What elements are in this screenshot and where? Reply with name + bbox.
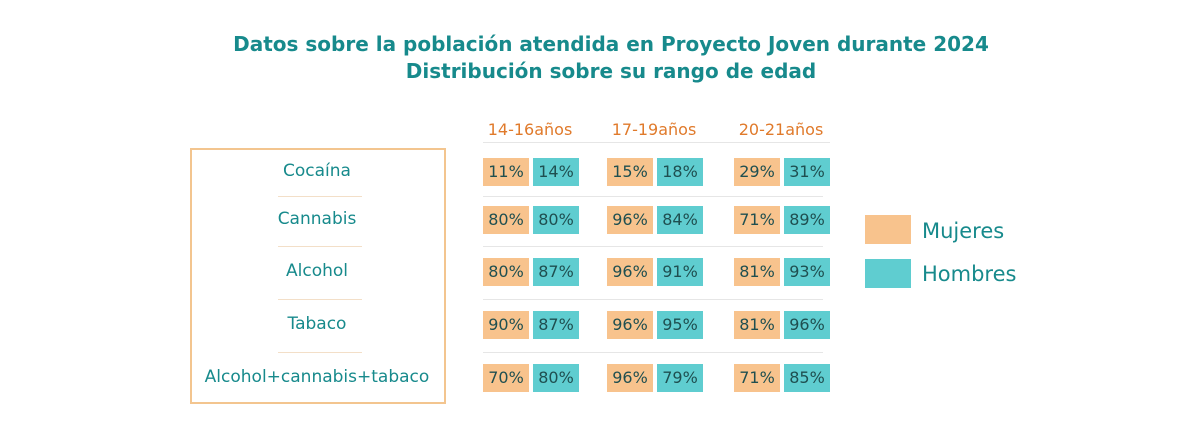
female-cell: 70% [483,364,529,392]
legend-swatch [865,215,911,244]
female-cell: 81% [734,311,780,339]
female-cell: 90% [483,311,529,339]
age-range: 20-21 [738,120,786,139]
header-line [483,142,830,143]
female-cell: 80% [483,206,529,234]
female-cell: 11% [483,158,529,186]
row-label: Cocaína [283,161,351,181]
male-cell: 89% [784,206,830,234]
female-cell: 96% [607,311,653,339]
male-cell: 84% [657,206,703,234]
male-cell: 93% [784,258,830,286]
legend-label: Mujeres [922,219,1005,243]
age-unit: años [785,120,824,139]
column-header: 14-16años [460,113,600,141]
male-cell: 80% [533,364,579,392]
male-cell: 95% [657,311,703,339]
legend-swatch [865,259,911,288]
female-cell: 96% [607,206,653,234]
female-cell: 29% [734,158,780,186]
cell-separator [483,196,823,197]
male-cell: 79% [657,364,703,392]
cell-separator [483,351,823,353]
female-cell: 71% [734,206,780,234]
age-unit: años [658,120,697,139]
female-cell: 80% [483,258,529,286]
age-unit: años [534,120,573,139]
row-separator [278,351,362,353]
age-range: 17-19 [611,120,659,139]
row-label: Alcohol [286,261,348,281]
row-label: Alcohol+cannabis+tabaco [204,367,430,387]
male-cell: 14% [533,158,579,186]
male-cell: 85% [784,364,830,392]
female-cell: 71% [734,364,780,392]
male-cell: 91% [657,258,703,286]
female-cell: 81% [734,258,780,286]
male-cell: 96% [784,311,830,339]
subtitle: Distribución sobre su rango de edad [405,59,817,83]
female-cell: 15% [607,158,653,186]
male-cell: 31% [784,158,830,186]
row-separator [278,246,362,247]
label-box [190,148,446,404]
female-cell: 96% [607,258,653,286]
male-cell: 80% [533,206,579,234]
cell-separator [483,298,823,300]
title: Datos sobre la población atendida en Pro… [233,32,989,56]
row-label: Cannabis [277,209,357,229]
male-cell: 87% [533,311,579,339]
legend-label: Hombres [922,262,1017,286]
column-header: 20-21años [711,113,851,141]
row-separator [278,196,362,197]
male-cell: 18% [657,158,703,186]
female-cell: 96% [607,364,653,392]
row-label: Tabaco [287,314,347,334]
male-cell: 87% [533,258,579,286]
column-header: 17-19años [584,113,724,141]
cell-separator [483,246,823,247]
row-separator [278,298,362,300]
age-range: 14-16 [487,120,535,139]
